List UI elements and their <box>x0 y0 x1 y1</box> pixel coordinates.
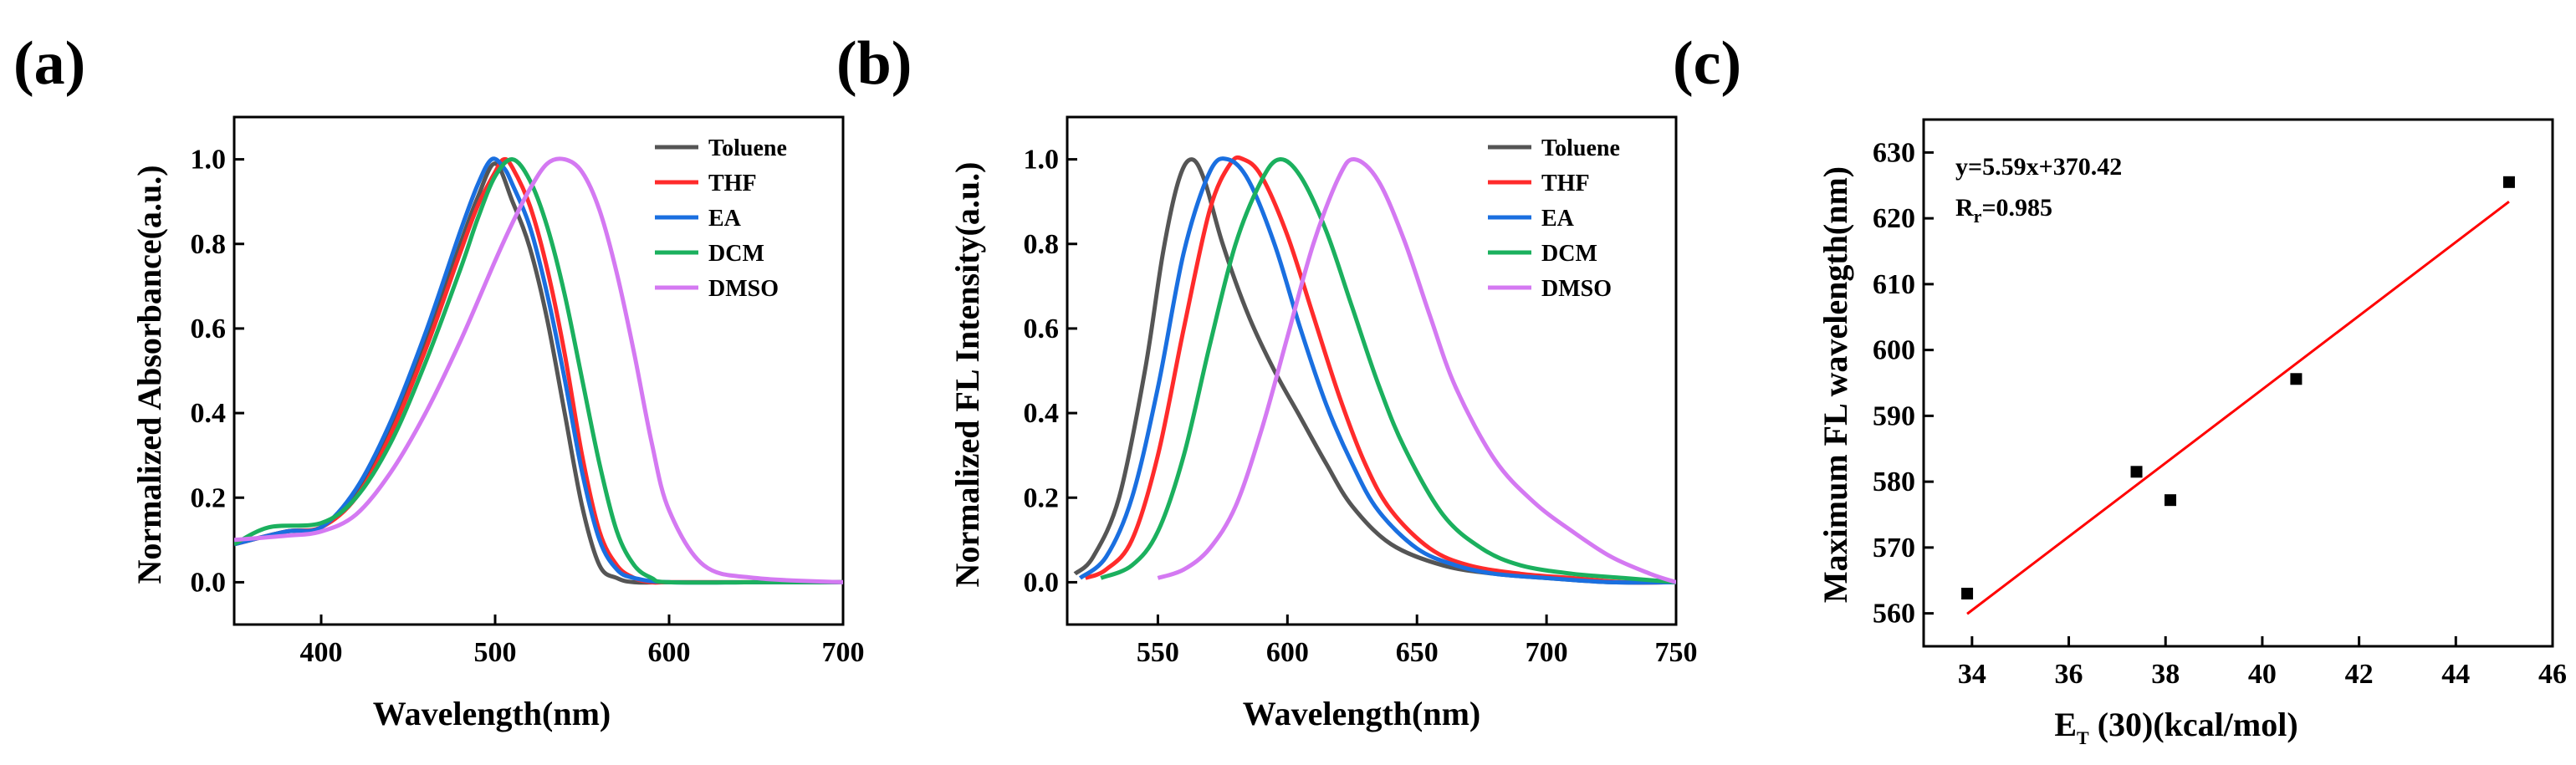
panel-a-plot-area <box>234 156 843 585</box>
panel-c-y-tick-label: 630 <box>1873 137 1915 168</box>
r-value: =0.985 <box>1981 194 2052 222</box>
panel-c-x-tick-label: 42 <box>2345 659 2374 690</box>
panel-c-y-tick-label: 610 <box>1873 269 1915 300</box>
panel-a-series-dmso-line <box>234 156 843 584</box>
panel-b-x-tick-label: 650 <box>1396 637 1439 668</box>
panel-c-x-tick-label: 38 <box>2151 659 2180 690</box>
panel-a-series-toluene-line <box>234 161 843 585</box>
panel-b-legend-label-toluene: Toluene <box>1541 135 1620 161</box>
panel-b-axes-frame <box>1066 115 1678 626</box>
panel-b-series-ea-line <box>1078 156 1676 585</box>
panel-a-y-tick-label: 0.6 <box>191 314 227 344</box>
panel-c-data-point <box>2165 494 2177 507</box>
panel-b-y-tick-label: 0.2 <box>1024 482 1060 513</box>
panel-c-data-point <box>2290 373 2303 385</box>
panel-b-x-tick-label: 750 <box>1655 637 1698 668</box>
panel-b-series-dmso-line <box>1157 157 1676 584</box>
panel-c-y-tick-label: 570 <box>1873 533 1915 564</box>
panel-a-series-thf-line <box>234 156 843 585</box>
panel-a-x-tick-label: 500 <box>474 637 517 668</box>
panel-a-legend-label-ea: EA <box>708 206 742 232</box>
r-subscript: r <box>1974 206 1982 227</box>
panel-a-x-tick-label: 400 <box>300 637 343 668</box>
panel-a-y-tick-label: 0.4 <box>191 398 227 429</box>
panel-c-x-tick-label: 46 <box>2538 659 2567 690</box>
panel-a-x-tick-label: 600 <box>648 637 691 668</box>
panel-a-y-tick-label: 0.2 <box>191 482 227 513</box>
panel-b-fluorescence-chart: 550 600 650 700 750 0.0 0.2 0.4 0.6 0.8 1.0 Toluene… <box>1024 115 1698 668</box>
x-title-main: E <box>2054 706 2077 743</box>
panel-c-data-point <box>2130 466 2143 478</box>
panel-b-y-tick-label: 1.0 <box>1024 145 1060 176</box>
panel-b-x-tick-label: 550 <box>1137 637 1179 668</box>
panel-c-x-tick-label: 36 <box>2055 659 2083 690</box>
panel-b-y-tick-label: 0.4 <box>1024 398 1060 429</box>
panel-a-x-axis-title: Wavelength(nm) <box>373 695 611 732</box>
panel-c-y-tick-label: 600 <box>1873 335 1915 366</box>
panel-b-series-thf-line <box>1084 155 1676 585</box>
panel-b-plot-area <box>1073 155 1676 585</box>
r-main: R <box>1955 194 1974 222</box>
panel-c-x-axis-title: ET (30)(kcal/mol) <box>2054 706 2297 748</box>
panel-c-fit-line <box>1966 201 2510 615</box>
panel-c-y-tick-label: 580 <box>1873 467 1915 497</box>
panel-a-legend-label-toluene: Toluene <box>708 135 787 161</box>
panel-b-x-tick-label: 700 <box>1526 637 1568 668</box>
panel-a-series-ea-line <box>234 156 843 585</box>
panel-b-y-tick-label: 0.8 <box>1024 229 1060 260</box>
panel-c-axes-frame <box>1922 118 2554 648</box>
panel-c-y-axis-title: Maximum FL wavelength(nm) <box>1817 166 1854 603</box>
panel-b-x-axis-title: Wavelength(nm) <box>1243 695 1480 732</box>
panel-a-legend-label-dmso: DMSO <box>708 276 779 302</box>
panel-a-legend-label-dcm: DCM <box>708 241 764 267</box>
panel-c-x-tick-label: 40 <box>2248 659 2277 690</box>
panel-c-y-tick-label: 590 <box>1873 400 1915 431</box>
panel-c-data-point <box>2502 176 2515 188</box>
panel-b-y-tick-label: 0.0 <box>1024 567 1060 598</box>
panel-b-letter: (b) <box>836 29 912 98</box>
panel-b-legend-label-dcm: DCM <box>1541 241 1597 267</box>
panel-a-series-dcm-line <box>234 157 843 585</box>
panel-a-axes-frame <box>233 115 845 626</box>
panel-a-y-tick-label: 0.8 <box>191 229 227 260</box>
panel-a-legend-label-thf: THF <box>708 171 757 196</box>
panel-b-legend-label-ea: EA <box>1541 206 1575 232</box>
panel-c-letter: (c) <box>1673 29 1741 98</box>
panel-c-x-tick-label: 44 <box>2441 659 2470 690</box>
panel-c-solvatochromism-chart: 34 36 38 40 42 44 46 560 570 580 590 600 610 620 630 <box>1873 118 2567 690</box>
panel-c-x-tick-label: 34 <box>1958 659 1986 690</box>
panel-c-y-tick-label: 560 <box>1873 599 1915 630</box>
panel-b-x-tick-label: 600 <box>1266 637 1309 668</box>
panel-b-y-tick-label: 0.6 <box>1024 314 1060 344</box>
panel-a-y-tick-label: 0.0 <box>191 567 227 598</box>
x-title-subscript: T <box>2077 727 2089 748</box>
panel-a-x-tick-label: 700 <box>822 637 865 668</box>
panel-b-legend-label-dmso: DMSO <box>1541 276 1612 302</box>
correlation-coefficient: Rr=0.985 <box>1955 194 2052 227</box>
panel-a-absorbance-chart: 400 500 600 700 0.0 0.2 0.4 0.6 0.8 1.0 Toluene THF… <box>191 115 865 668</box>
panel-a-y-axis-title: Normalized Absorbance(a.u.) <box>130 165 168 584</box>
panel-b-series-dcm-line <box>1100 157 1676 584</box>
x-title-rest: (30)(kcal/mol) <box>2089 706 2298 743</box>
panel-a-y-tick-label: 1.0 <box>191 145 227 176</box>
panel-b-legend-label-thf: THF <box>1541 171 1590 196</box>
panel-b-y-axis-title: Normalized FL Intensity(a.u.) <box>948 162 986 588</box>
panel-a-letter: (a) <box>13 29 85 98</box>
fit-equation: y=5.59x+370.42 <box>1955 153 2122 181</box>
panel-c-data-point <box>1961 588 1974 599</box>
panel-c-y-tick-label: 620 <box>1873 203 1915 234</box>
